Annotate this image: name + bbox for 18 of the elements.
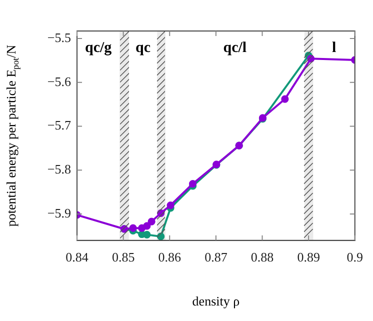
annotation: qc/g [84,40,112,56]
annotation: qc/l [223,40,247,56]
x-tick-label: 0.87 [204,250,228,265]
annotation: qc [135,40,151,56]
annotation: l [332,40,336,56]
x-axis-title: density ρ [192,293,240,308]
x-tick-label: 0.84 [66,250,89,265]
x-tick-label: 0.86 [158,250,182,265]
y-tick-label: −5.5 [47,30,71,45]
x-tick-label: 0.85 [112,250,135,265]
x-tick-label: 0.88 [250,250,274,265]
x-tick-label: 0.9 [346,250,363,265]
x-tick-label: 0.89 [297,250,320,265]
y-tick-label: −5.6 [47,74,72,89]
y-tick-label: −5.7 [47,118,72,133]
y-axis-title: potential energy per particle Epot/N [3,44,20,227]
y-tick-label: −5.9 [47,205,71,220]
y-tick-label: −5.8 [47,162,71,177]
